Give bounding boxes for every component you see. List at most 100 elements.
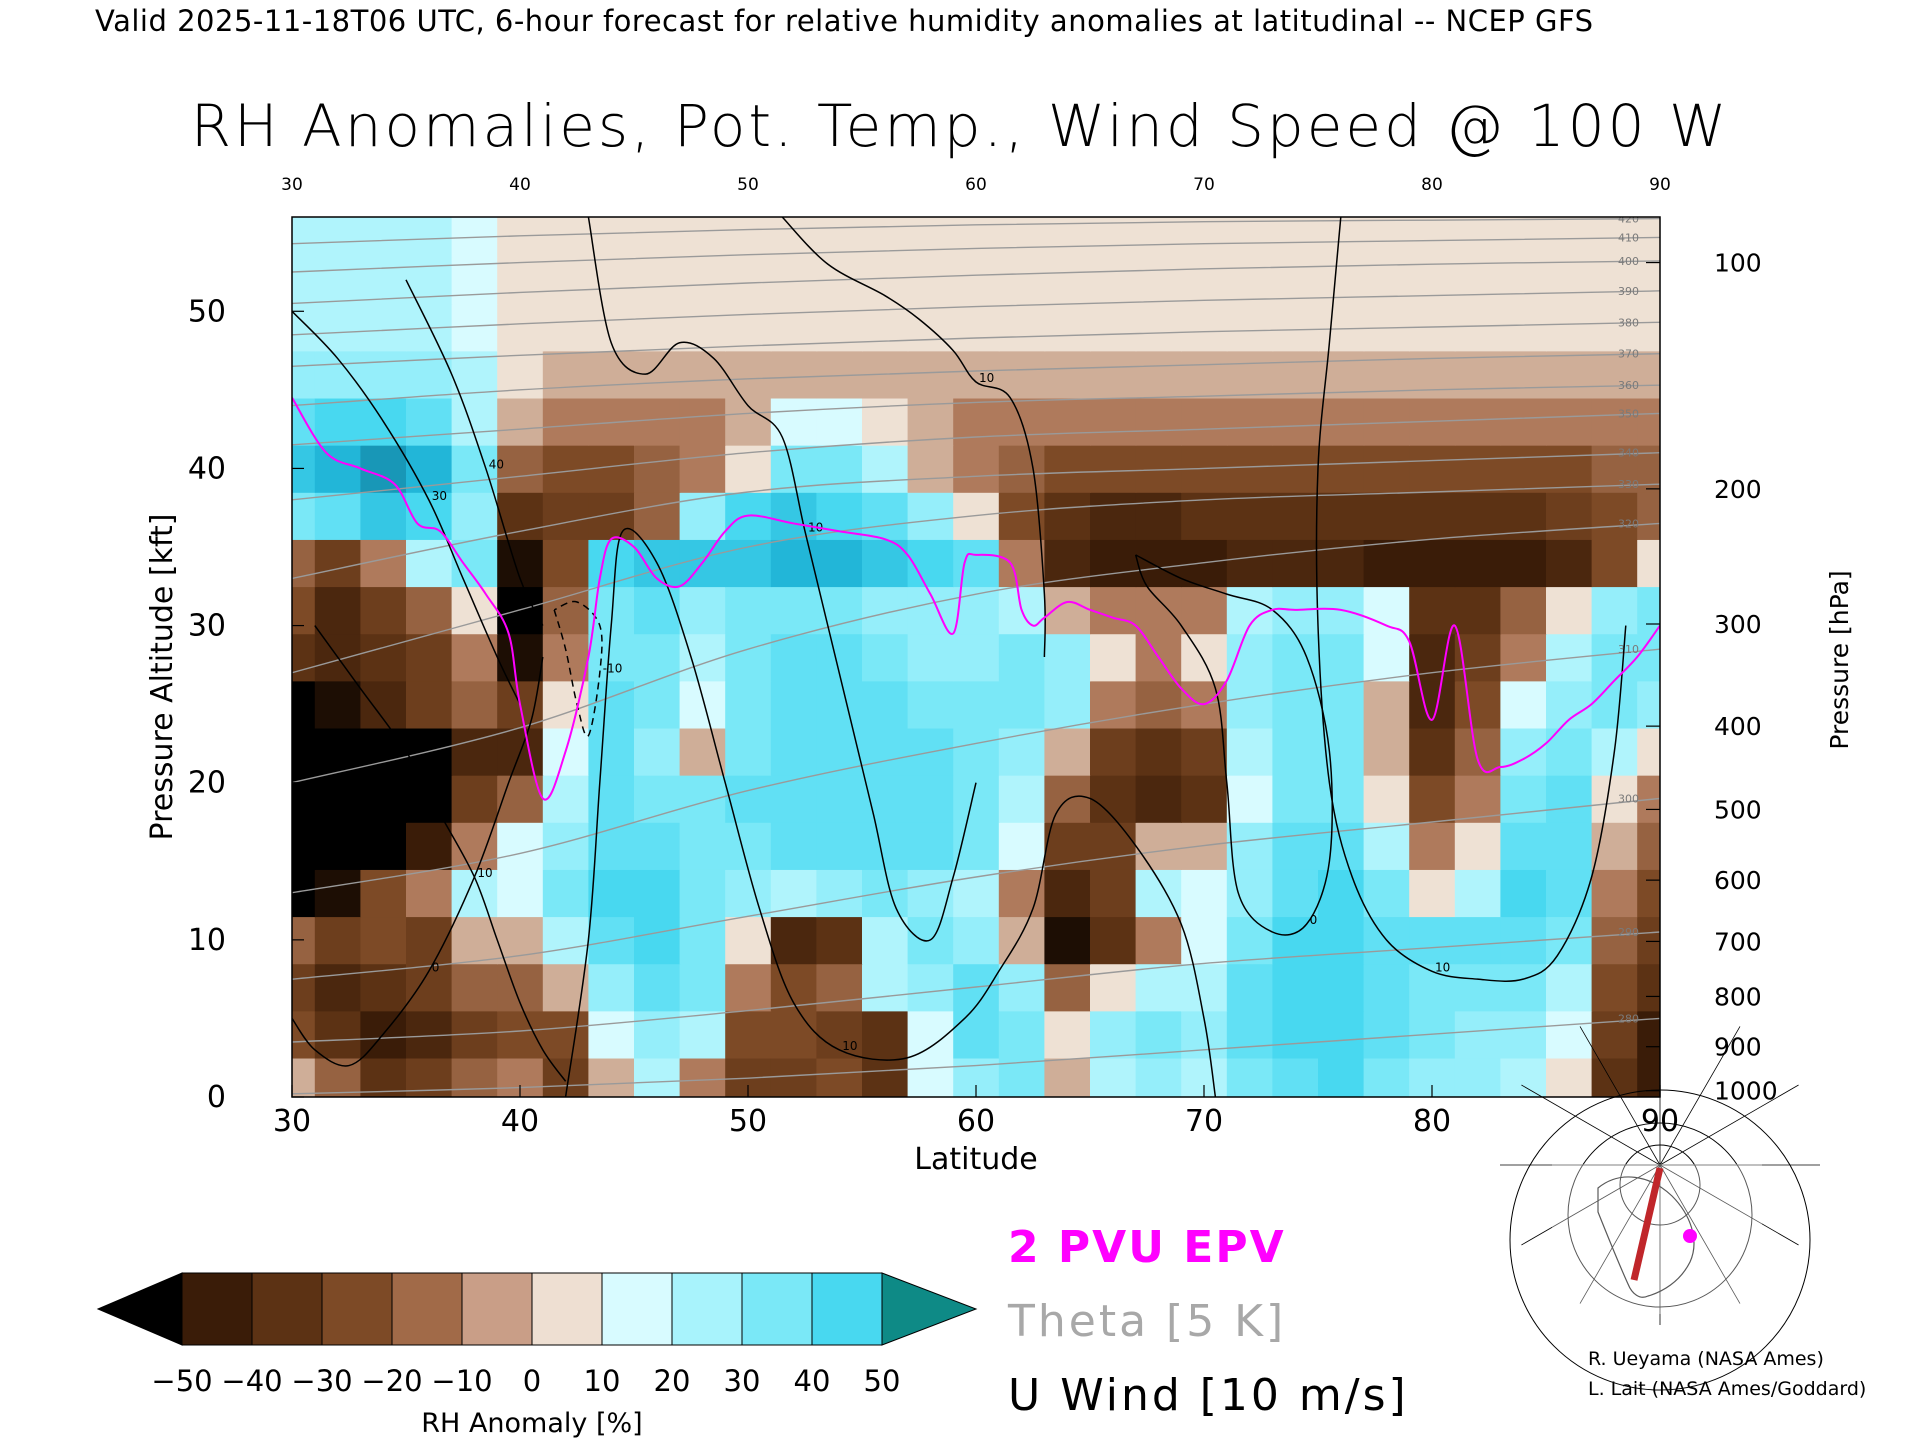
rh-cell: [1546, 680, 1593, 729]
rh-cell: [292, 586, 316, 635]
rh-cell: [1591, 916, 1638, 965]
u-wind-line-9: [553, 600, 603, 738]
rh-cell: [406, 1057, 453, 1097]
rh-cell: [1546, 727, 1593, 776]
rh-cell: [292, 680, 316, 729]
rh-cell: [1546, 916, 1593, 965]
rh-cell: [497, 633, 544, 682]
rh-cell: [406, 633, 453, 682]
rh-cell: [1454, 916, 1502, 965]
rh-cell: [862, 869, 909, 918]
u-wind-line-6: [781, 217, 1046, 658]
rh-cell: [314, 444, 362, 493]
rh-cell: [770, 539, 818, 588]
rh-cell: [1454, 586, 1502, 635]
rh-cell: [542, 217, 590, 258]
rh-cell: [1409, 774, 1456, 823]
rh-cell: [1135, 1057, 1182, 1097]
colorbar-label: RH Anomaly [%]: [421, 1408, 642, 1439]
rh-cell: [1409, 444, 1456, 493]
rh-cell: [1500, 822, 1547, 870]
rh-cell: [1135, 680, 1182, 729]
rh-cell: [497, 822, 544, 870]
rh-cell: [1272, 727, 1319, 776]
rh-cell: [1637, 397, 1660, 446]
rh-cell: [292, 633, 316, 682]
rh-cell: [1454, 492, 1502, 540]
rh-cell: [406, 539, 453, 588]
rh-cell: [588, 444, 635, 493]
rh-cell: [1090, 680, 1137, 729]
rh-cell: [1318, 444, 1365, 493]
rh-cell: [588, 774, 635, 823]
rh-cell: [725, 303, 772, 352]
rh-cell: [588, 217, 635, 258]
pressure-tick-label: 500: [1714, 795, 1762, 824]
rh-cell: [292, 539, 316, 588]
y-tick-label: 50: [188, 294, 226, 329]
rh-cell: [1637, 586, 1660, 635]
rh-cell: [588, 1057, 635, 1097]
rh-cell: [1272, 350, 1319, 399]
rh-cell: [360, 774, 407, 823]
colorbar-tick-label: −20: [361, 1364, 422, 1398]
rh-cell: [497, 492, 544, 540]
rh-cell: [1226, 444, 1274, 493]
rh-cell: [1318, 916, 1365, 965]
u-wind-line-5: [587, 217, 977, 942]
rh-cell: [953, 633, 1000, 682]
rh-cell: [816, 963, 863, 1012]
rh-cell: [588, 539, 635, 588]
rh-cell: [1591, 492, 1638, 540]
y-tick-label: 20: [188, 766, 226, 801]
rh-cell: [725, 586, 772, 635]
rh-cell: [1546, 397, 1593, 446]
rh-cell: [1272, 963, 1319, 1012]
x-top-tick-label: 50: [737, 175, 759, 195]
theta-line-290: [292, 931, 1660, 1043]
rh-cell: [360, 680, 407, 729]
rh-cell: [1591, 539, 1638, 588]
rh-cell: [816, 727, 863, 776]
rh-cell: [1500, 774, 1547, 823]
rh-cell: [953, 1010, 1000, 1059]
rh-cell: [1044, 916, 1091, 965]
y-tick-label: 0: [207, 1080, 226, 1115]
rh-cell: [292, 1057, 316, 1097]
rh-cell: [998, 539, 1046, 588]
rh-cell: [1272, 444, 1319, 493]
rh-cell: [1090, 916, 1137, 965]
forecast-header: Valid 2025-11-18T06 UTC, 6-hour forecast…: [95, 4, 1594, 38]
colorbar-high-arrow: [881, 1272, 978, 1346]
rh-cell: [1044, 586, 1091, 635]
rh-cell: [314, 1010, 362, 1059]
y-tick-label: 40: [188, 451, 226, 486]
rh-cell: [907, 822, 954, 870]
u-wind-line-0: [292, 656, 544, 1067]
rh-cell: [1044, 869, 1091, 918]
rh-cell: [1454, 963, 1502, 1012]
rh-cell: [292, 727, 316, 776]
rh-cell: [1044, 680, 1091, 729]
rh-cell: [907, 680, 954, 729]
rh-cell: [1272, 217, 1319, 258]
theta-line-370: [292, 353, 1660, 407]
theta-label-290: 290: [1618, 926, 1639, 939]
u-wind-label-7: 10: [1435, 960, 1450, 974]
rh-cell: [679, 774, 726, 823]
rh-cell: [1591, 397, 1638, 446]
rh-cell: [770, 822, 818, 870]
x-tick-label: 60: [957, 1104, 995, 1139]
rh-cell: [634, 680, 681, 729]
rh-cell: [862, 963, 909, 1012]
rh-cell: [1318, 492, 1365, 540]
rh-cell: [360, 869, 407, 918]
rh-cell: [1044, 444, 1091, 493]
theta-line-310: [292, 648, 1660, 894]
rh-cell: [679, 444, 726, 493]
rh-cell: [360, 539, 407, 588]
rh-cell: [1500, 727, 1547, 776]
rh-cell: [907, 539, 954, 588]
u-wind-label-1: 10: [477, 866, 492, 880]
